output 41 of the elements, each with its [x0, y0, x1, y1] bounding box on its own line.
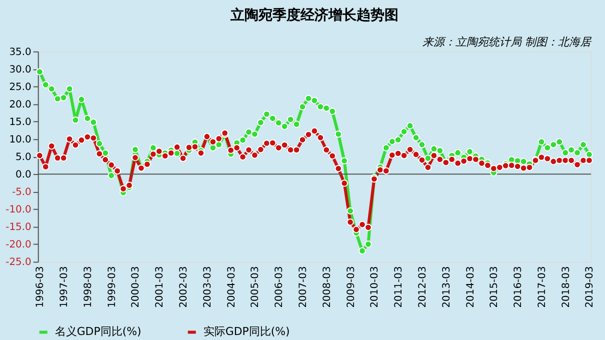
- y-tick-label: 30.0: [9, 64, 32, 76]
- legend-label: 实际GDP同比(%): [203, 325, 290, 338]
- x-tick-label: 2007-03: [298, 266, 309, 308]
- y-tick-label: 25.0: [9, 82, 32, 93]
- y-tick-label: 20.0: [9, 99, 32, 110]
- x-tick-label: 2003-03: [202, 266, 214, 308]
- y-tick-label: 35.0: [9, 46, 32, 58]
- x-tick-label: 1996-03: [35, 266, 46, 308]
- y-tick-label: 15.0: [9, 116, 32, 128]
- y-tick-label: -5.0: [12, 187, 32, 198]
- y-tick-label: -10.0: [6, 204, 32, 216]
- legend-label: 名义GDP同比(%): [54, 325, 142, 338]
- x-tick-label: 1997-03: [59, 266, 70, 308]
- x-tick-label: 1998-03: [82, 266, 94, 308]
- x-tick-label: 2017-03: [536, 266, 548, 308]
- x-tick-label: 2014-03: [465, 266, 476, 308]
- x-tick-label: 2011-03: [394, 266, 405, 308]
- x-tick-label: 2002-03: [178, 266, 190, 308]
- y-tick-label: -20.0: [6, 240, 32, 251]
- x-tick-label: 2008-03: [322, 266, 333, 308]
- x-tick-label: 2015-03: [489, 266, 500, 308]
- source-note: 来源：立陶宛统计局 制图：北海居: [422, 35, 592, 48]
- x-tick-label: 2005-03: [250, 266, 262, 308]
- x-tick-label: 2009-03: [346, 266, 357, 308]
- x-tick-label: 2004-03: [226, 266, 238, 308]
- x-tick-label: 2006-03: [274, 266, 286, 308]
- chart-title: 立陶宛季度经济增长趋势图: [229, 6, 398, 24]
- x-tick-label: 2001-03: [154, 266, 166, 308]
- x-tick-label: 2012-03: [417, 266, 428, 308]
- y-tick-label: -15.0: [6, 222, 32, 234]
- y-tick-label: 10.0: [9, 134, 32, 146]
- y-tick-label: -25.0: [6, 257, 32, 268]
- y-tick-label: 0.0: [16, 170, 32, 181]
- x-tick-label: 2013-03: [441, 266, 452, 308]
- y-tick-label: 5.0: [16, 152, 32, 164]
- x-tick-label: 1999-03: [106, 266, 118, 308]
- x-tick-label: 2018-03: [560, 266, 572, 308]
- x-tick-label: 2000-03: [130, 266, 142, 308]
- x-tick-label: 2016-03: [513, 266, 524, 308]
- x-tick-label: 2010-03: [370, 266, 381, 308]
- x-tick-label: 2019-03: [584, 266, 596, 308]
